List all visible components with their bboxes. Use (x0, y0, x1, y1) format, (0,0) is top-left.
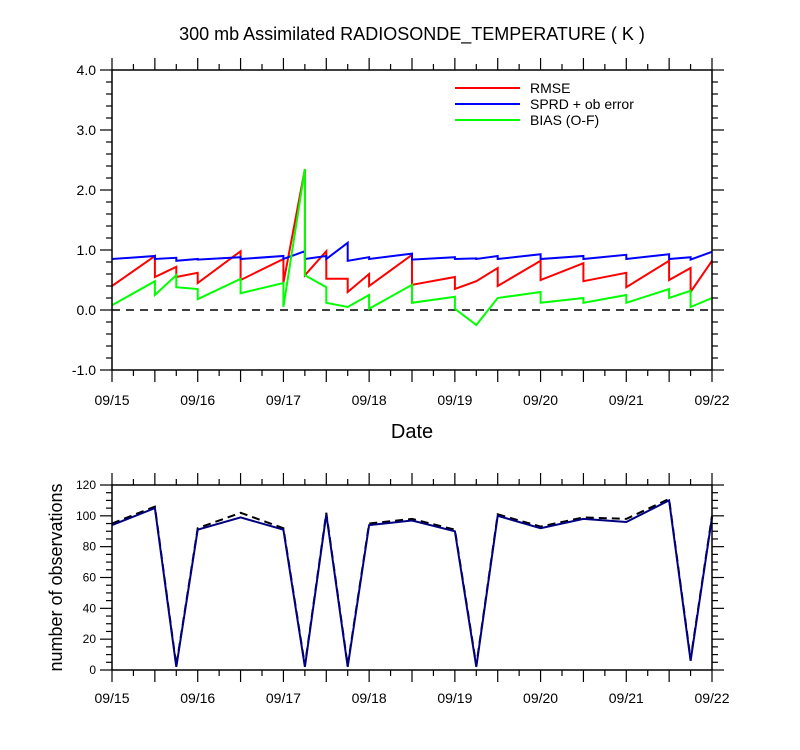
y-tick-label: 1.0 (77, 242, 97, 258)
plot-frame (111, 69, 713, 371)
x-tick-label: 09/19 (437, 690, 472, 706)
x-tick-label: 09/22 (694, 690, 729, 706)
x-tick-label: 09/16 (180, 690, 215, 706)
x-tick-label: 09/17 (266, 392, 301, 408)
observation-count-chart: 0 20 40 60 80 100 120 09/15 09/16 09/17 09/18 09/19… (46, 473, 730, 706)
rmse-spread-bias-chart: -1.0 0.0 1.0 2.0 3.0 4.0 09/15 09/16 09/17 09/18 0… (72, 58, 730, 443)
series-line-sprd-ob-error (111, 240, 713, 262)
y-tick-label: 40 (83, 601, 97, 615)
series-line-rmse (111, 168, 713, 296)
x-tick-label: 09/15 (94, 392, 129, 408)
legend-label: SPRD + ob error (530, 96, 634, 112)
x-tick-label: 09/21 (609, 392, 644, 408)
legend-label: RMSE (530, 80, 570, 96)
series-line-assimilated-observations (111, 498, 713, 668)
y-tick-label: 20 (83, 632, 97, 646)
x-tick-label: 09/18 (352, 690, 387, 706)
y-tick-label: 4.0 (77, 62, 97, 78)
y-tick-label: 0 (89, 663, 96, 677)
x-tick-label: 09/20 (523, 392, 558, 408)
x-tick-label: 09/17 (266, 690, 301, 706)
y-axis-title: number of observations (46, 483, 66, 671)
y-tick-label: 0.0 (77, 302, 97, 318)
series-line-bias-o-f (111, 168, 713, 327)
legend-label: BIAS (O-F) (530, 112, 599, 128)
plot-frame (111, 484, 713, 671)
x-tick-label: 09/18 (352, 392, 387, 408)
y-tick-label: -1.0 (72, 362, 96, 378)
y-tick-label: 80 (83, 540, 97, 554)
x-tick-label: 09/16 (180, 392, 215, 408)
y-tick-label: 100 (76, 509, 96, 523)
x-tick-label: 09/15 (94, 690, 129, 706)
x-axis-title: Date (391, 421, 433, 443)
y-tick-label: 120 (76, 478, 96, 492)
series-line-possible-observations (111, 497, 713, 666)
x-tick-label: 09/21 (609, 690, 644, 706)
chart-title: 300 mb Assimilated RADIOSONDE_TEMPERATUR… (179, 24, 645, 45)
x-tick-label: 09/22 (694, 392, 729, 408)
y-tick-label: 2.0 (77, 182, 97, 198)
y-tick-label: 3.0 (77, 122, 97, 138)
x-tick-label: 09/19 (437, 392, 472, 408)
y-tick-label: 60 (83, 571, 97, 585)
x-tick-label: 09/20 (523, 690, 558, 706)
